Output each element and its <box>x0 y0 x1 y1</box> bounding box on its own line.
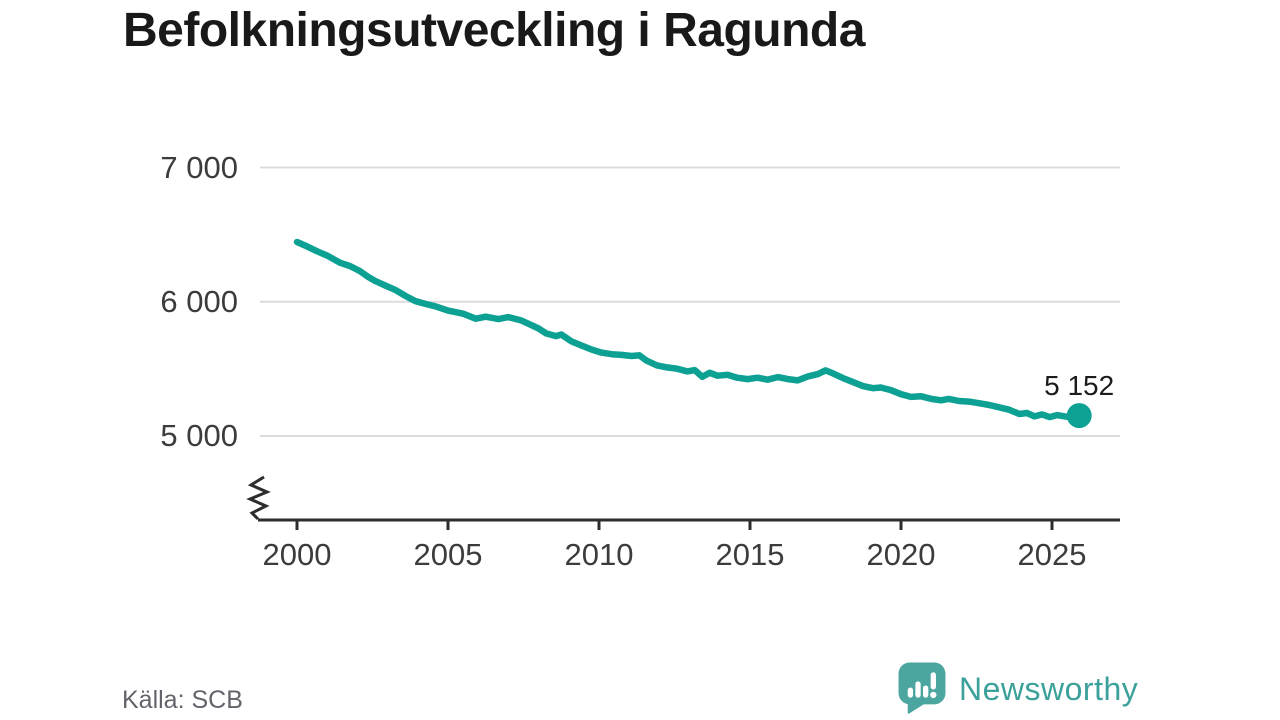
x-tick-label: 2025 <box>1017 537 1087 572</box>
x-tick-label: 2020 <box>866 537 936 572</box>
chart-title: Befolkningsutveckling i Ragunda <box>123 4 865 57</box>
y-tick-label: 5 000 <box>160 418 238 453</box>
newsworthy-logo-icon <box>898 662 946 714</box>
end-point-marker <box>1066 403 1092 429</box>
y-tick-label: 6 000 <box>160 283 238 319</box>
population-line <box>293 238 1083 421</box>
newsworthy-logo: Newsworthy <box>897 661 1138 715</box>
x-tick-label: 2010 <box>564 537 634 572</box>
x-tick-label: 2005 <box>413 537 483 572</box>
y-tick-label: 7 000 <box>160 149 238 185</box>
axis-break-icon <box>246 475 271 521</box>
source-note: Källa: SCB <box>122 686 243 714</box>
newsworthy-wordmark: Newsworthy <box>959 671 1139 707</box>
end-value-label: 5 152 <box>1044 369 1115 401</box>
x-tick-label: 2000 <box>262 537 332 572</box>
x-tick-label: 2015 <box>715 537 785 572</box>
